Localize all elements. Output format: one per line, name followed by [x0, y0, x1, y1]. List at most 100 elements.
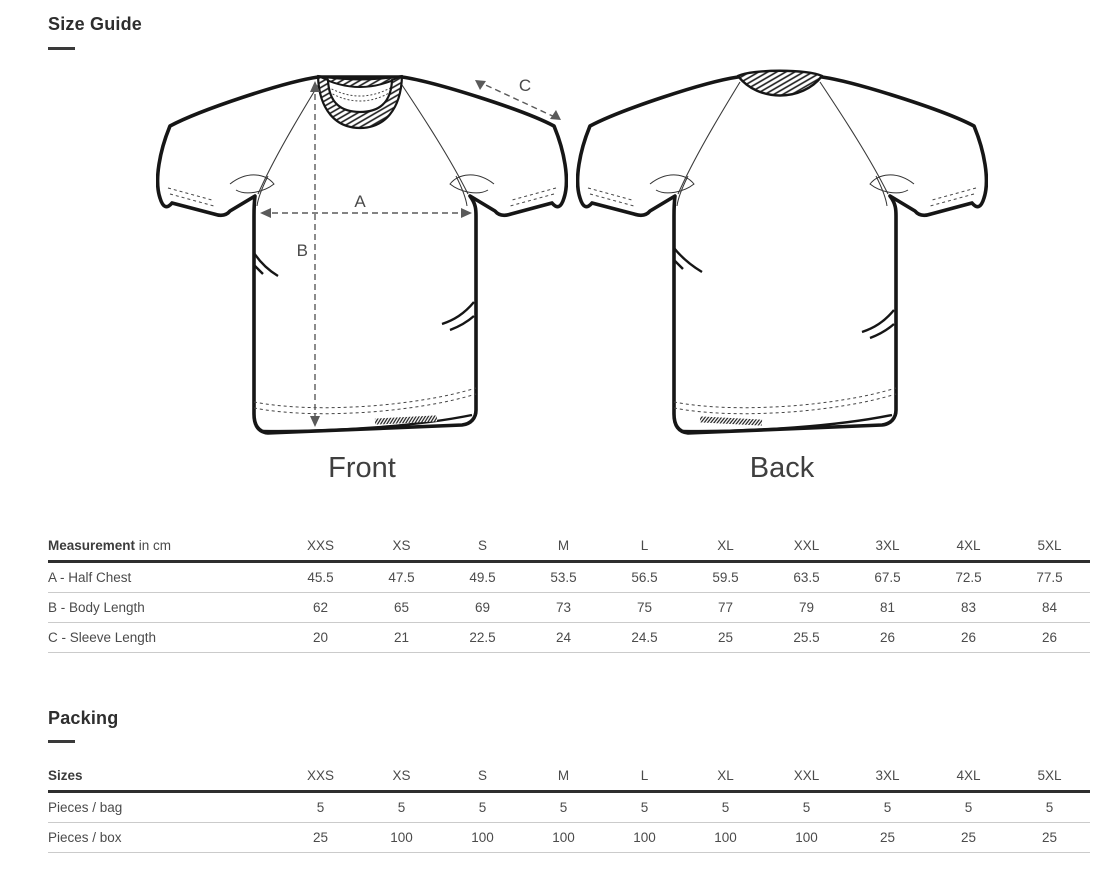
hem-stitch — [253, 387, 477, 415]
size-column-header: 5XL — [1037, 768, 1062, 783]
row-label: Pieces / bag — [48, 800, 123, 815]
size-column-header: S — [477, 538, 487, 553]
collar-band — [736, 69, 824, 97]
side-fold-left — [673, 247, 703, 274]
size-column-header: XS — [392, 768, 411, 783]
size-column-header: XXS — [306, 768, 334, 783]
back-shirt-diagram — [575, 69, 989, 435]
value-cell: 26 — [960, 630, 977, 645]
hem-fold — [681, 413, 893, 433]
table-row: B - Body Length 62 65 69 73 75 77 79 81 83 84 — [48, 593, 1090, 623]
value-cell: 26 — [1041, 630, 1058, 645]
size-column-header: XL — [717, 538, 734, 553]
table-row: Pieces / box 25 100 100 100 100 100 100 25 25 25 — [48, 823, 1090, 853]
value-cell: 63.5 — [793, 570, 820, 585]
table-corner-header: Sizes — [48, 768, 83, 783]
title-underline — [48, 47, 75, 50]
value-cell: 100 — [552, 830, 575, 845]
value-cell: 24 — [555, 630, 572, 645]
value-cell: 100 — [390, 830, 413, 845]
body-length-arrow — [310, 81, 320, 427]
size-column-header: M — [557, 538, 570, 553]
side-fold-right — [861, 309, 895, 340]
value-cell: 49.5 — [469, 570, 496, 585]
value-cell: 67.5 — [874, 570, 901, 585]
size-column-header: 4XL — [956, 538, 981, 553]
sleeve-length-arrow — [475, 80, 561, 120]
table-corner-header: Measurement in cm — [48, 538, 172, 553]
measurement-table: Measurement in cm XXS XS S M L XL XXL 3XL 4XL 5XL A… — [48, 531, 1090, 653]
front-shirt-figure: A B C — [155, 62, 569, 449]
packing-underline — [48, 740, 75, 743]
value-cell: 56.5 — [631, 570, 658, 585]
size-column-header: L — [640, 538, 649, 553]
cuff-stitch-left — [167, 187, 215, 207]
value-cell: 5 — [316, 800, 325, 815]
value-cell: 21 — [393, 630, 410, 645]
value-cell: 65 — [393, 600, 410, 615]
shirt-body — [575, 75, 989, 435]
front-label: Front — [328, 452, 396, 484]
collar-rib-band — [316, 74, 404, 130]
size-column-header: XL — [717, 768, 734, 783]
wrinkle-left — [229, 174, 275, 207]
value-cell: 5 — [883, 800, 892, 815]
value-cell: 5 — [1045, 800, 1054, 815]
value-cell: 100 — [714, 830, 737, 845]
cuff-stitch-left — [587, 187, 635, 207]
value-cell: 100 — [795, 830, 818, 845]
size-column-header: XXL — [793, 538, 820, 553]
collar-stitch — [327, 86, 393, 102]
value-cell: 77 — [717, 600, 734, 615]
arrow-label-b: B — [297, 241, 308, 260]
value-cell: 77.5 — [1036, 570, 1063, 585]
wrinkle-right — [869, 174, 915, 207]
size-column-header: 3XL — [875, 768, 900, 783]
packing-table: Sizes XXS XS S M L XL XXL 3XL 4XL 5XL Pieces / bag 5… — [48, 761, 1090, 853]
seam-right — [819, 81, 889, 195]
cuff-stitch-right — [509, 187, 557, 207]
value-cell: 100 — [633, 830, 656, 845]
value-cell: 5 — [559, 800, 568, 815]
value-cell: 5 — [802, 800, 811, 815]
size-column-header: XS — [392, 538, 411, 553]
back-shirt-figure — [575, 62, 989, 449]
seam-left — [257, 81, 321, 195]
value-cell: 5 — [397, 800, 406, 815]
value-cell: 45.5 — [307, 570, 334, 585]
seam-right — [399, 81, 469, 195]
value-cell: 5 — [721, 800, 730, 815]
value-cell: 22.5 — [469, 630, 496, 645]
value-cell: 25 — [879, 830, 896, 845]
value-cell: 79 — [798, 600, 815, 615]
value-cell: 25.5 — [793, 630, 820, 645]
value-cell: 25 — [717, 630, 734, 645]
half-chest-arrow — [260, 208, 472, 218]
value-cell: 53.5 — [550, 570, 577, 585]
size-column-header: XXL — [793, 768, 820, 783]
hem-stitch — [673, 387, 897, 415]
size-column-header: S — [477, 768, 487, 783]
row-label: C - Sleeve Length — [48, 630, 157, 645]
value-cell: 25 — [1041, 830, 1058, 845]
back-label: Back — [749, 452, 815, 484]
size-column-header: 3XL — [875, 538, 900, 553]
page-title: Size Guide — [48, 14, 143, 34]
packing-title: Packing — [48, 708, 119, 728]
value-cell: 25 — [312, 830, 329, 845]
side-fold-left — [253, 252, 279, 278]
size-column-header: XXS — [306, 538, 334, 553]
row-label: Pieces / box — [48, 830, 122, 845]
arrow-label-c: C — [519, 76, 531, 95]
front-shirt-diagram: A B C — [155, 74, 569, 435]
hem-hatch-patch — [374, 415, 438, 425]
value-cell: 5 — [478, 800, 487, 815]
value-cell: 62 — [312, 600, 329, 615]
size-column-header: 4XL — [956, 768, 981, 783]
wrinkle-left — [649, 174, 695, 207]
table-row: C - Sleeve Length 20 21 22.5 24 24.5 25 25.5 26 2… — [48, 623, 1090, 653]
wrinkle-right — [449, 174, 495, 207]
value-cell: 75 — [636, 600, 653, 615]
row-label: A - Half Chest — [48, 570, 132, 585]
size-column-header: L — [640, 768, 649, 783]
